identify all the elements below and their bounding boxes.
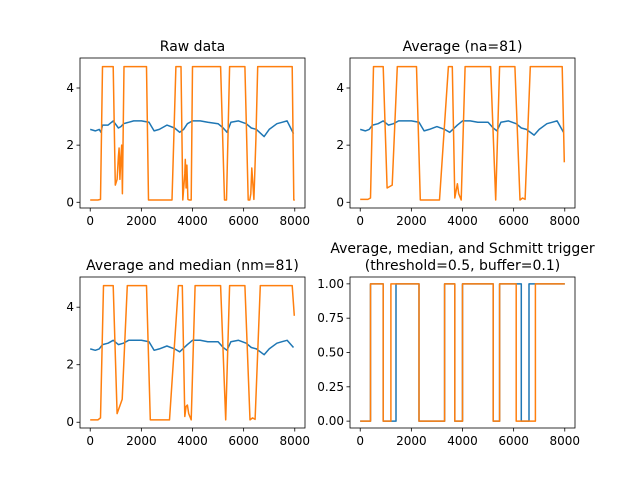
x-tick-label: 4000 <box>447 434 478 448</box>
x-tick-label: 4000 <box>447 214 478 228</box>
y-tick-label: 0.75 <box>317 311 344 325</box>
x-tick-label: 2000 <box>126 214 157 228</box>
subplot-average: 0 2000 4000 6000 8000 0 2 4 Average (na=81) <box>336 39 580 228</box>
x-tick-label: 6000 <box>228 214 259 228</box>
chart-title: Average (na=81) <box>403 39 523 55</box>
chart-title: Average, median, and Schmitt trigger <box>330 241 594 257</box>
x-tick-label: 6000 <box>498 214 529 228</box>
y-tick-label: 4 <box>66 300 74 314</box>
subplot-schmitt-trigger: 0 2000 4000 6000 8000 0.00 0.25 0.50 0.75 1.00 Ave… <box>317 241 595 448</box>
x-tick-label: 8000 <box>279 214 310 228</box>
chart-title: Average and median (nm=81) <box>86 258 299 274</box>
x-tick-label: 0 <box>356 434 364 448</box>
x-tick-label: 2000 <box>396 434 427 448</box>
x-tick-label: 6000 <box>498 434 529 448</box>
y-tick-label: 0 <box>66 415 74 429</box>
chart-title: Raw data <box>160 39 225 55</box>
x-tick-label: 2000 <box>126 434 157 448</box>
series-line-blue <box>359 120 565 136</box>
y-tick-label: 1.00 <box>317 277 344 291</box>
series-line-orange <box>360 65 566 201</box>
y-tick-label: 0 <box>66 195 74 209</box>
y-tick-label: 0.50 <box>317 346 344 360</box>
x-tick-label: 0 <box>356 214 364 228</box>
series-line-orange <box>360 283 565 422</box>
y-tick-label: 2 <box>66 358 74 372</box>
x-tick-label: 2000 <box>396 214 427 228</box>
x-tick-label: 4000 <box>177 434 208 448</box>
y-tick-label: 0.25 <box>317 380 344 394</box>
series-line-orange <box>90 65 295 201</box>
y-tick-label: 0 <box>336 195 344 209</box>
y-tick-label: 4 <box>336 81 344 95</box>
subplot-average-and-median: 0 2000 4000 6000 8000 0 2 4 Average and median (… <box>66 258 310 448</box>
y-tick-label: 2 <box>336 138 344 152</box>
chart-title: (threshold=0.5, buffer=0.1) <box>365 258 561 274</box>
x-tick-label: 8000 <box>549 434 580 448</box>
series-line-orange <box>90 284 296 421</box>
x-tick-label: 4000 <box>177 214 208 228</box>
subplot-raw-data: 0 2000 4000 6000 8000 0 2 4 Raw data <box>66 39 310 228</box>
x-tick-label: 8000 <box>549 214 580 228</box>
y-tick-label: 2 <box>66 138 74 152</box>
y-tick-label: 0.00 <box>317 414 344 428</box>
x-tick-label: 0 <box>86 214 94 228</box>
y-tick-label: 4 <box>66 81 74 95</box>
x-tick-label: 8000 <box>279 434 310 448</box>
x-tick-label: 0 <box>86 434 94 448</box>
x-tick-label: 6000 <box>228 434 259 448</box>
series-line-blue <box>90 339 295 356</box>
